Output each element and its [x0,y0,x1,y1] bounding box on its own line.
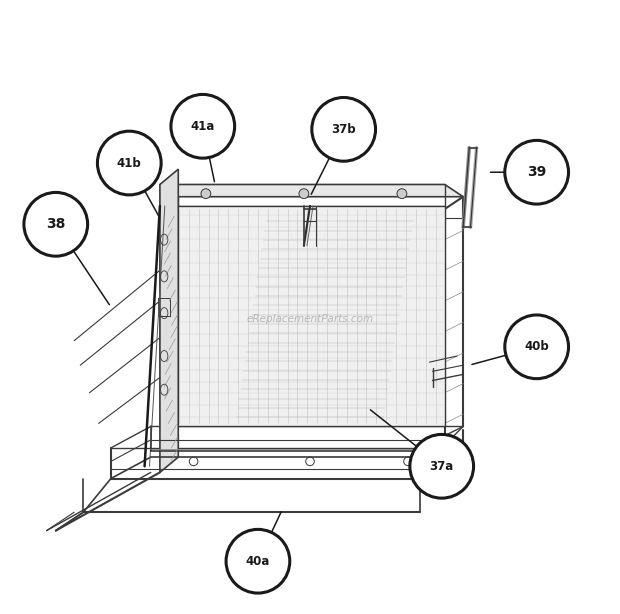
Text: 38: 38 [46,217,66,231]
Circle shape [299,188,309,198]
Circle shape [97,131,161,195]
Text: 39: 39 [527,165,546,179]
Text: 40a: 40a [246,554,270,568]
Text: 37a: 37a [430,460,454,473]
Circle shape [410,435,474,498]
Circle shape [505,315,569,379]
Text: 41b: 41b [117,157,141,169]
Circle shape [397,188,407,198]
Text: 41a: 41a [190,120,215,133]
Polygon shape [160,184,463,196]
Circle shape [312,98,376,161]
Circle shape [171,95,234,158]
Circle shape [201,188,211,198]
Text: 37b: 37b [331,123,356,136]
Text: eReplacementParts.com: eReplacementParts.com [246,314,374,324]
Circle shape [226,529,290,593]
Circle shape [24,192,87,256]
Circle shape [505,141,569,204]
Text: 40b: 40b [525,340,549,353]
Polygon shape [160,206,445,427]
Polygon shape [160,169,179,472]
